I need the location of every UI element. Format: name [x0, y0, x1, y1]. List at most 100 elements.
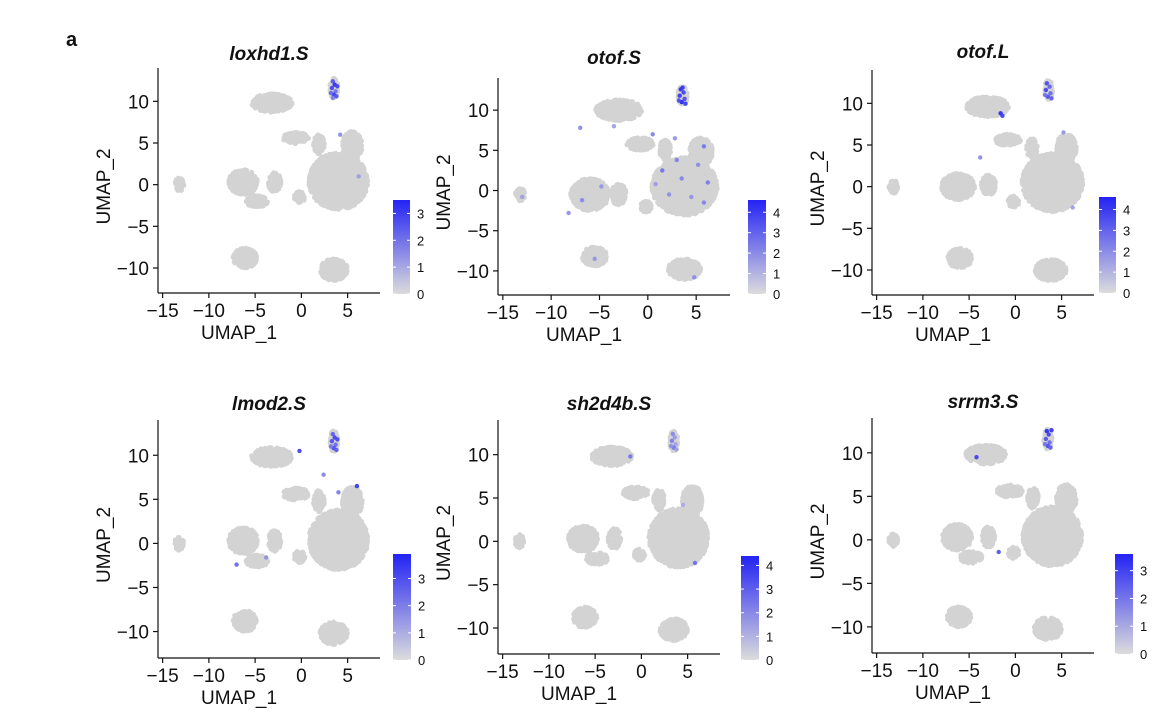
expression-point [692, 275, 697, 280]
expression-point [1070, 205, 1075, 210]
y-tick-label: 0 [138, 534, 149, 555]
y-tick-label: 10 [842, 444, 863, 465]
cell-cluster [340, 129, 365, 162]
colorbar-tick-label: 4 [1123, 203, 1130, 218]
y-tick-label: 0 [852, 531, 863, 552]
expression-point [611, 124, 617, 129]
expression-point [676, 98, 681, 103]
cell-cluster [173, 175, 187, 194]
expression-point [1061, 130, 1066, 135]
cell-cluster [608, 182, 629, 208]
y-tick-label: 5 [852, 136, 863, 157]
background-cells [886, 426, 1085, 642]
expression-point [334, 94, 339, 99]
cell-cluster [624, 135, 656, 153]
colorbar: 0 1 2 3 [393, 200, 424, 302]
cell-cluster [657, 137, 673, 163]
colorbar-tick-label: 3 [417, 206, 424, 221]
x-tick-label: −10 [907, 303, 939, 324]
x-axis-label: UMAP_1 [915, 683, 991, 704]
cell-cluster [958, 549, 985, 566]
colorbar-gradient [1099, 197, 1116, 293]
expression-point [679, 176, 684, 181]
panel-3: otof.L −15 −10 −5 0 5 −10 −5 0 5 10 UMAP_1 UMAP_2 0 1 2… [808, 42, 1130, 346]
background-cells [512, 429, 711, 643]
cell-cluster [657, 616, 690, 643]
cell-cluster [666, 256, 703, 282]
cell-cluster [568, 176, 611, 213]
cell-cluster [993, 131, 1023, 148]
colorbar-tick-label: 0 [418, 653, 425, 668]
panel-title: sh2d4b.S [567, 394, 652, 415]
y-tick-label: 10 [468, 101, 489, 122]
y-tick-label: −5 [467, 576, 489, 597]
cell-cluster [243, 193, 270, 210]
cell-cluster [605, 526, 624, 551]
expressing-cells [234, 431, 360, 567]
colorbar-gradient [741, 556, 759, 660]
x-tick-label: −5 [584, 662, 606, 683]
cell-cluster [646, 506, 711, 570]
background-cells [513, 84, 720, 282]
colorbar-tick-label: 2 [417, 233, 424, 248]
colorbar-tick-label: 4 [773, 205, 780, 220]
y-tick-label: −10 [831, 618, 863, 639]
expression-point [566, 210, 571, 216]
cell-cluster [620, 484, 651, 502]
expression-point [329, 439, 335, 444]
y-tick-label: 5 [852, 487, 863, 508]
expression-point [264, 555, 269, 560]
colorbar-tick-label: 1 [773, 267, 780, 282]
x-tick-label: 5 [691, 303, 702, 324]
cell-cluster [589, 444, 635, 468]
colorbar-tick-label: 0 [766, 653, 773, 668]
cell-cluster [963, 442, 1008, 467]
cell-cluster [566, 523, 600, 554]
expression-point [666, 192, 672, 197]
x-tick-label: −10 [193, 666, 225, 687]
expressing-cells [628, 431, 698, 566]
expression-point [674, 157, 679, 163]
colorbar-tick-label: 2 [1140, 591, 1147, 606]
colorbar-gradient [393, 554, 411, 660]
colorbar-tick-label: 1 [766, 629, 773, 644]
cell-cluster [939, 171, 977, 203]
colorbar: 0 1 2 3 4 [1099, 197, 1130, 301]
y-tick-label: 5 [478, 141, 489, 162]
cell-cluster [1020, 504, 1085, 569]
y-tick-label: 10 [468, 446, 489, 467]
cell-cluster [306, 150, 371, 212]
panel-title: otof.L [957, 42, 1010, 63]
expression-point [354, 483, 360, 489]
x-tick-label: 5 [342, 301, 353, 322]
x-tick-label: 5 [342, 666, 353, 687]
x-tick-label: −15 [147, 666, 179, 687]
expression-point [338, 132, 343, 137]
cell-cluster [311, 132, 327, 157]
cell-cluster [292, 549, 308, 565]
y-axis-label: UMAP_2 [94, 148, 115, 224]
cell-cluster [687, 135, 715, 169]
panel-title: loxhd1.S [229, 44, 309, 65]
expressing-cells [974, 428, 1054, 555]
expression-point [329, 85, 335, 91]
cell-cluster [512, 532, 527, 551]
panel-title: lmod2.S [232, 394, 306, 415]
expression-point [680, 85, 685, 90]
x-tick-label: −5 [244, 666, 266, 687]
x-tick-label: −10 [193, 301, 225, 322]
expression-point [695, 162, 701, 167]
expression-point [978, 155, 983, 160]
cell-cluster [651, 488, 667, 513]
expression-point [672, 435, 677, 440]
x-tick-label: −10 [535, 303, 567, 324]
y-tick-label: 0 [852, 178, 863, 199]
expression-point [701, 144, 707, 149]
cell-cluster [230, 608, 259, 634]
cell-cluster [995, 482, 1025, 500]
colorbar-tick-label: 2 [418, 599, 425, 614]
x-tick-label: −10 [907, 661, 939, 682]
colorbar-gradient [393, 200, 410, 294]
cell-cluster [307, 507, 371, 572]
cell-cluster [1005, 193, 1022, 210]
